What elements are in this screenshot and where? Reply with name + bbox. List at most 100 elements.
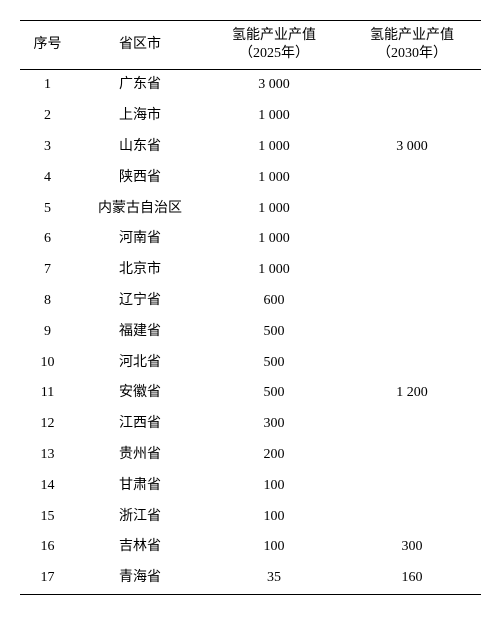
cell-idx: 8 [20, 286, 75, 317]
cell-val2030 [343, 502, 481, 533]
cell-val2025: 1 000 [205, 194, 343, 225]
cell-val2025: 300 [205, 409, 343, 440]
header-idx: 序号 [20, 21, 75, 70]
cell-val2030 [343, 440, 481, 471]
header-val2025-l1: 氢能产业产值 [232, 28, 316, 43]
cell-val2025: 100 [205, 471, 343, 502]
header-val2030: 氢能产业产值 （2030年） [343, 21, 481, 70]
table-row: 7北京市1 000 [20, 255, 481, 286]
cell-province: 江西省 [75, 409, 205, 440]
table-row: 14甘肃省100 [20, 471, 481, 502]
table-row: 9福建省500 [20, 317, 481, 348]
table-body: 1广东省3 0002上海市1 0003山东省1 0003 0004陕西省1 00… [20, 70, 481, 595]
cell-province: 青海省 [75, 563, 205, 594]
cell-val2030 [343, 101, 481, 132]
cell-idx: 4 [20, 163, 75, 194]
header-val2030-l1: 氢能产业产值 [370, 28, 454, 43]
cell-val2030 [343, 70, 481, 101]
cell-val2030 [343, 163, 481, 194]
table-row: 2上海市1 000 [20, 101, 481, 132]
cell-idx: 12 [20, 409, 75, 440]
cell-val2025: 600 [205, 286, 343, 317]
header-province: 省区市 [75, 21, 205, 70]
table-row: 17青海省35160 [20, 563, 481, 594]
cell-province: 内蒙古自治区 [75, 194, 205, 225]
table-row: 15浙江省100 [20, 502, 481, 533]
cell-province: 贵州省 [75, 440, 205, 471]
cell-val2030 [343, 348, 481, 379]
cell-province: 山东省 [75, 132, 205, 163]
cell-val2030 [343, 194, 481, 225]
table-header: 序号 省区市 氢能产业产值 （2025年） 氢能产业产值 （2030年） [20, 21, 481, 70]
cell-val2025: 1 000 [205, 224, 343, 255]
cell-province: 陕西省 [75, 163, 205, 194]
cell-idx: 15 [20, 502, 75, 533]
cell-province: 北京市 [75, 255, 205, 286]
cell-val2030: 300 [343, 532, 481, 563]
cell-idx: 13 [20, 440, 75, 471]
cell-val2025: 500 [205, 317, 343, 348]
cell-val2025: 1 000 [205, 132, 343, 163]
hydrogen-output-table: 序号 省区市 氢能产业产值 （2025年） 氢能产业产值 （2030年） 1广东… [20, 20, 481, 595]
table-row: 16吉林省100300 [20, 532, 481, 563]
cell-val2025: 1 000 [205, 163, 343, 194]
cell-idx: 11 [20, 378, 75, 409]
table-row: 6河南省1 000 [20, 224, 481, 255]
cell-val2030 [343, 224, 481, 255]
cell-val2030 [343, 255, 481, 286]
cell-val2025: 500 [205, 378, 343, 409]
cell-val2030: 3 000 [343, 132, 481, 163]
cell-val2030 [343, 409, 481, 440]
table-row: 11安徽省5001 200 [20, 378, 481, 409]
cell-val2030 [343, 317, 481, 348]
cell-val2030 [343, 286, 481, 317]
cell-idx: 17 [20, 563, 75, 594]
cell-province: 福建省 [75, 317, 205, 348]
header-val2030-l2: （2030年） [377, 46, 447, 61]
cell-province: 安徽省 [75, 378, 205, 409]
cell-idx: 9 [20, 317, 75, 348]
header-row: 序号 省区市 氢能产业产值 （2025年） 氢能产业产值 （2030年） [20, 21, 481, 70]
table-row: 10河北省500 [20, 348, 481, 379]
cell-idx: 14 [20, 471, 75, 502]
cell-idx: 16 [20, 532, 75, 563]
cell-province: 甘肃省 [75, 471, 205, 502]
table-row: 5内蒙古自治区1 000 [20, 194, 481, 225]
cell-idx: 3 [20, 132, 75, 163]
header-val2025-l2: （2025年） [239, 46, 309, 61]
cell-val2025: 100 [205, 502, 343, 533]
cell-province: 河北省 [75, 348, 205, 379]
table-row: 4陕西省1 000 [20, 163, 481, 194]
cell-province: 吉林省 [75, 532, 205, 563]
cell-province: 浙江省 [75, 502, 205, 533]
header-idx-l1: 序号 [34, 37, 62, 52]
cell-idx: 5 [20, 194, 75, 225]
hydrogen-output-table-wrap: 序号 省区市 氢能产业产值 （2025年） 氢能产业产值 （2030年） 1广东… [20, 20, 481, 595]
cell-val2025: 1 000 [205, 255, 343, 286]
cell-val2025: 200 [205, 440, 343, 471]
cell-province: 辽宁省 [75, 286, 205, 317]
cell-val2025: 100 [205, 532, 343, 563]
header-val2025: 氢能产业产值 （2025年） [205, 21, 343, 70]
table-row: 13贵州省200 [20, 440, 481, 471]
cell-idx: 2 [20, 101, 75, 132]
table-row: 3山东省1 0003 000 [20, 132, 481, 163]
cell-idx: 1 [20, 70, 75, 101]
cell-idx: 7 [20, 255, 75, 286]
cell-val2025: 500 [205, 348, 343, 379]
cell-idx: 10 [20, 348, 75, 379]
cell-val2025: 3 000 [205, 70, 343, 101]
cell-val2030 [343, 471, 481, 502]
cell-province: 河南省 [75, 224, 205, 255]
cell-val2025: 35 [205, 563, 343, 594]
header-province-l1: 省区市 [119, 37, 161, 52]
cell-val2025: 1 000 [205, 101, 343, 132]
cell-idx: 6 [20, 224, 75, 255]
cell-province: 上海市 [75, 101, 205, 132]
table-row: 12江西省300 [20, 409, 481, 440]
cell-province: 广东省 [75, 70, 205, 101]
cell-val2030: 1 200 [343, 378, 481, 409]
table-row: 1广东省3 000 [20, 70, 481, 101]
cell-val2030: 160 [343, 563, 481, 594]
table-row: 8辽宁省600 [20, 286, 481, 317]
